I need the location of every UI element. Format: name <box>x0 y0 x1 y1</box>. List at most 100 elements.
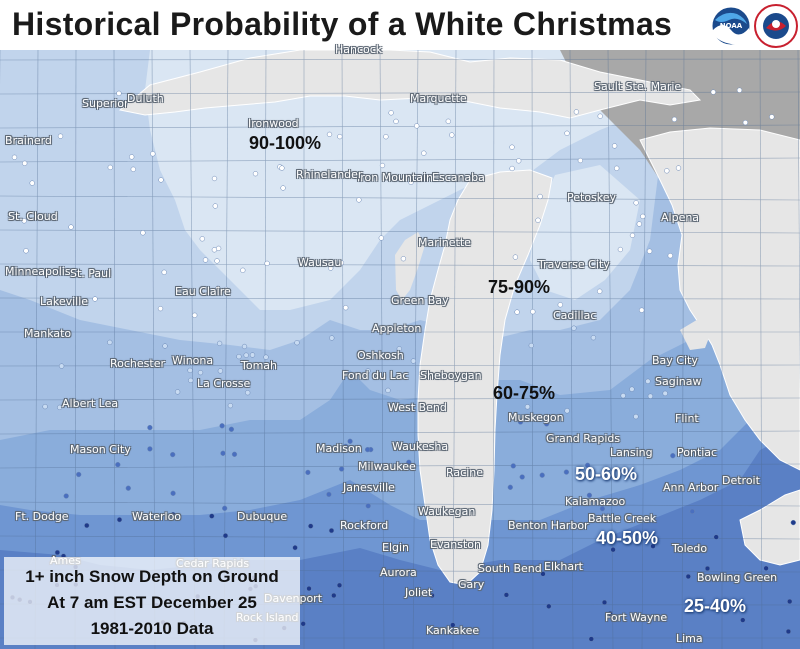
map-title: Historical Probability of a White Christ… <box>12 6 673 42</box>
city-label: Oshkosh <box>357 349 404 362</box>
station-dot <box>519 474 525 480</box>
station-dot <box>220 450 226 456</box>
station-dot <box>107 164 113 171</box>
lake-erie <box>739 489 800 566</box>
station-dot <box>223 286 229 293</box>
station-dot <box>13 267 19 273</box>
city-label: South Bend <box>478 562 542 575</box>
station-dot <box>162 343 168 349</box>
station-dot <box>685 573 691 580</box>
station-dot <box>337 133 343 140</box>
city-label: Escanaba <box>432 171 485 184</box>
city-label: Rhinelander <box>296 168 363 181</box>
station-dot <box>245 390 251 396</box>
city-label: Ft. Dodge <box>15 510 69 523</box>
city-label: Hancock <box>335 43 383 56</box>
station-dot <box>611 143 618 149</box>
station-dot <box>588 636 594 642</box>
station-dot <box>249 352 256 358</box>
station-dot <box>507 484 513 490</box>
station-dot <box>187 367 193 374</box>
station-dot <box>331 592 337 599</box>
station-dot <box>263 354 269 360</box>
station-dot <box>410 358 417 364</box>
station-dot <box>664 168 670 174</box>
station-dot <box>338 260 345 266</box>
station-dot <box>197 369 204 376</box>
station-dot <box>645 378 651 384</box>
county-grid <box>0 49 800 649</box>
city-label: Grand Rapids <box>546 432 621 445</box>
station-dot <box>509 144 515 150</box>
city-label: Madison <box>316 442 362 455</box>
legend-line-1: 1+ inch Snow Depth on Ground <box>25 567 279 586</box>
station-dot <box>211 247 218 253</box>
station-dot <box>199 236 205 242</box>
city-label: Benton Harbor <box>508 519 589 532</box>
city-label: Mankato <box>24 327 72 340</box>
city-label: Marquette <box>410 92 467 105</box>
station-dot <box>222 533 229 539</box>
city-label: Fort Wayne <box>605 611 668 624</box>
city-label: Bay City <box>652 354 698 367</box>
city-label: Elgin <box>382 541 410 554</box>
station-dot <box>58 363 65 369</box>
probability-label: 60-75% <box>493 383 556 403</box>
station-dot <box>662 390 668 397</box>
station-dot <box>252 171 259 177</box>
station-dot <box>537 193 543 200</box>
station-dot <box>535 217 541 223</box>
station-dot <box>647 393 654 399</box>
station-dot <box>84 522 90 529</box>
station-dot <box>158 177 164 183</box>
lake-michigan <box>417 169 553 586</box>
station-dot <box>629 232 636 239</box>
station-dot <box>92 296 98 302</box>
city-label: Saginaw <box>655 375 702 388</box>
noaa-logo: NOAA <box>711 6 751 46</box>
station-dot <box>383 134 389 140</box>
station-dot <box>671 116 678 123</box>
station-dot <box>57 404 63 411</box>
station-dot <box>509 165 515 172</box>
station-dot <box>540 571 546 577</box>
station-dot <box>667 253 673 259</box>
city-label: Flint <box>675 412 699 425</box>
city-label: Brainerd <box>5 134 52 147</box>
station-dot <box>150 151 156 157</box>
station-dot <box>639 307 645 313</box>
station-dot <box>445 118 451 124</box>
station-dot <box>22 160 28 166</box>
station-dot <box>503 592 510 598</box>
station-dot <box>29 180 35 186</box>
city-label: Mason City <box>70 443 131 456</box>
city-label: West Bend <box>388 401 447 414</box>
station-dot <box>599 506 606 512</box>
station-dot <box>236 353 242 360</box>
station-dot <box>292 545 298 551</box>
station-dot <box>517 419 524 425</box>
station-dot <box>279 165 285 171</box>
station-dot <box>450 622 456 628</box>
station-dot <box>514 309 520 315</box>
city-label: Muskegon <box>508 411 564 424</box>
station-dot <box>326 131 333 138</box>
station-dot <box>597 113 603 119</box>
city-label: Winona <box>172 354 214 367</box>
station-dot <box>147 446 153 452</box>
station-dot <box>122 101 128 108</box>
station-dot <box>328 265 334 271</box>
station-dot <box>147 424 153 431</box>
station-dot <box>586 492 593 498</box>
station-dot <box>343 443 349 450</box>
station-dot <box>243 352 249 358</box>
probability-label: 40-50% <box>596 528 659 548</box>
station-dot <box>222 505 228 511</box>
city-label: St. Cloud <box>8 210 58 223</box>
station-dot <box>170 490 176 496</box>
station-dot <box>763 565 769 571</box>
station-dot <box>577 157 584 164</box>
city-label: Toledo <box>672 542 708 555</box>
station-dot <box>736 87 743 93</box>
station-dot <box>23 248 29 254</box>
